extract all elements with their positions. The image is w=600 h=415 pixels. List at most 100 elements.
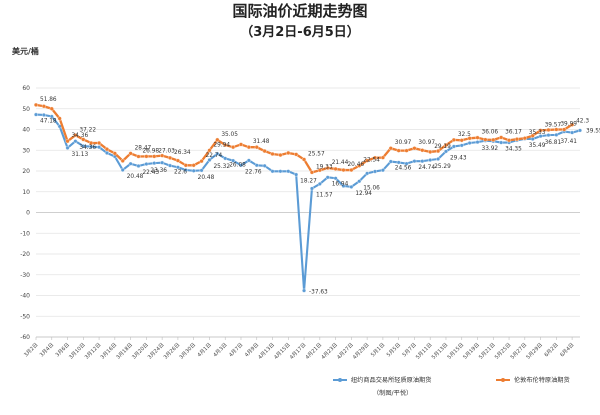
y-tick-label: 0 bbox=[26, 210, 30, 217]
point-brent bbox=[506, 138, 512, 143]
point-brent bbox=[396, 148, 401, 153]
point-ny-crude bbox=[373, 169, 377, 174]
point-ny-crude bbox=[412, 159, 417, 164]
chart-subtitle: （3月2日-6月5日） bbox=[240, 24, 360, 40]
point-ny-crude bbox=[168, 163, 173, 168]
data-label: 36.81 bbox=[545, 140, 562, 146]
legend-label-ny-crude: 纽约商品交易所轻质原油期货 bbox=[351, 376, 431, 384]
point-brent bbox=[554, 127, 559, 132]
data-label: 22.43 bbox=[142, 170, 159, 176]
data-label: 15.06 bbox=[363, 185, 380, 191]
point-ny-crude bbox=[357, 179, 362, 184]
point-ny-crude bbox=[451, 144, 456, 149]
credit-note: （制图/平悦） bbox=[373, 389, 412, 397]
data-label: 30.97 bbox=[418, 140, 435, 146]
data-label: 11.57 bbox=[316, 192, 333, 198]
data-label: 39.57 bbox=[545, 122, 562, 128]
x-tick-label: 3月26日 bbox=[162, 341, 181, 360]
point-ny-crude bbox=[144, 162, 149, 167]
point-brent bbox=[349, 167, 354, 173]
point-ny-crude bbox=[128, 161, 133, 166]
point-brent bbox=[120, 158, 125, 163]
x-tick-label: 3月10日 bbox=[67, 341, 86, 360]
chart-legend: 纽约商品交易所轻质原油期货 伦敦布伦特原油期货 （制图/平悦） bbox=[333, 376, 570, 397]
data-label: 22.74 bbox=[206, 153, 223, 159]
point-brent bbox=[254, 145, 259, 150]
data-label: 18.27 bbox=[300, 179, 317, 185]
point-brent bbox=[294, 152, 299, 157]
point-brent bbox=[104, 147, 110, 152]
point-ny-crude bbox=[199, 168, 204, 173]
data-label: 16.94 bbox=[332, 181, 349, 187]
point-ny-crude bbox=[396, 160, 401, 165]
x-tick-label: 4月15日 bbox=[272, 341, 291, 360]
point-brent bbox=[57, 116, 62, 121]
point-ny-crude bbox=[152, 161, 157, 166]
point-ny-crude bbox=[570, 130, 575, 135]
point-brent bbox=[199, 159, 204, 164]
data-label: 22.6 bbox=[174, 170, 187, 176]
point-ny-crude bbox=[34, 112, 38, 117]
point-brent bbox=[459, 138, 464, 143]
point-ny-crude bbox=[215, 151, 220, 156]
point-ny-crude bbox=[160, 160, 165, 165]
point-ny-crude bbox=[436, 157, 441, 161]
x-tick-label: 4月27日 bbox=[335, 341, 354, 360]
x-tick-label: 6月2日 bbox=[543, 341, 560, 358]
point-ny-crude bbox=[341, 184, 346, 188]
point-brent bbox=[372, 155, 378, 160]
point-brent bbox=[483, 137, 488, 142]
point-brent bbox=[160, 153, 165, 158]
point-brent bbox=[238, 142, 244, 147]
point-brent bbox=[136, 154, 141, 159]
data-label: 21.44 bbox=[332, 160, 349, 166]
data-label: 35.05 bbox=[221, 132, 238, 138]
data-label: 47.18 bbox=[40, 119, 57, 125]
data-label: 31.48 bbox=[253, 139, 270, 145]
y-tick-label: 10 bbox=[22, 189, 30, 196]
data-label: 26.34 bbox=[174, 150, 191, 156]
point-ny-crude bbox=[349, 184, 354, 189]
point-brent bbox=[65, 139, 70, 144]
point-ny-crude bbox=[538, 134, 543, 139]
data-label: 37.22 bbox=[79, 127, 96, 133]
data-label: 26.98 bbox=[142, 149, 159, 155]
point-brent bbox=[207, 148, 212, 153]
point-ny-crude bbox=[73, 139, 78, 144]
data-label: 20.48 bbox=[198, 175, 215, 181]
data-label: 39.55 bbox=[586, 128, 600, 134]
x-tick-label: 3月2日 bbox=[22, 341, 39, 358]
x-tick-label: 5月29日 bbox=[525, 341, 544, 360]
data-label: 22.54 bbox=[363, 158, 380, 164]
x-tick-label: 5月5日 bbox=[385, 341, 402, 358]
point-ny-crude bbox=[546, 133, 551, 138]
point-brent bbox=[451, 137, 456, 142]
point-brent bbox=[89, 140, 94, 146]
legend-label-brent: 伦敦布伦特原油期货 bbox=[514, 376, 570, 384]
point-ny-crude bbox=[270, 169, 275, 174]
y-tick-label: -40 bbox=[20, 293, 30, 300]
point-brent bbox=[570, 122, 575, 127]
x-tick-label: 3月4日 bbox=[38, 341, 55, 358]
point-brent bbox=[420, 148, 425, 153]
data-label: 34.36 bbox=[72, 133, 89, 139]
x-tick-label: 3月24日 bbox=[146, 341, 165, 360]
point-brent bbox=[231, 145, 236, 150]
y-tick-label: -60 bbox=[20, 334, 30, 341]
point-brent bbox=[112, 151, 117, 156]
point-ny-crude bbox=[278, 169, 283, 174]
data-label: 19.33 bbox=[316, 164, 333, 170]
x-tick-label: 5月27日 bbox=[509, 341, 528, 360]
data-label: 37.41 bbox=[560, 139, 577, 145]
x-tick-label: 3月16日 bbox=[99, 341, 118, 360]
point-brent bbox=[491, 137, 496, 142]
point-brent bbox=[467, 136, 472, 141]
data-label: 29.43 bbox=[450, 155, 467, 161]
point-brent bbox=[152, 154, 157, 159]
data-label: 27.03 bbox=[158, 148, 175, 154]
data-label: 51.86 bbox=[40, 97, 57, 103]
point-ny-crude bbox=[388, 159, 393, 164]
y-tick-label: 50 bbox=[22, 106, 30, 113]
y-axis-unit-label: 美元/桶 bbox=[12, 46, 39, 56]
